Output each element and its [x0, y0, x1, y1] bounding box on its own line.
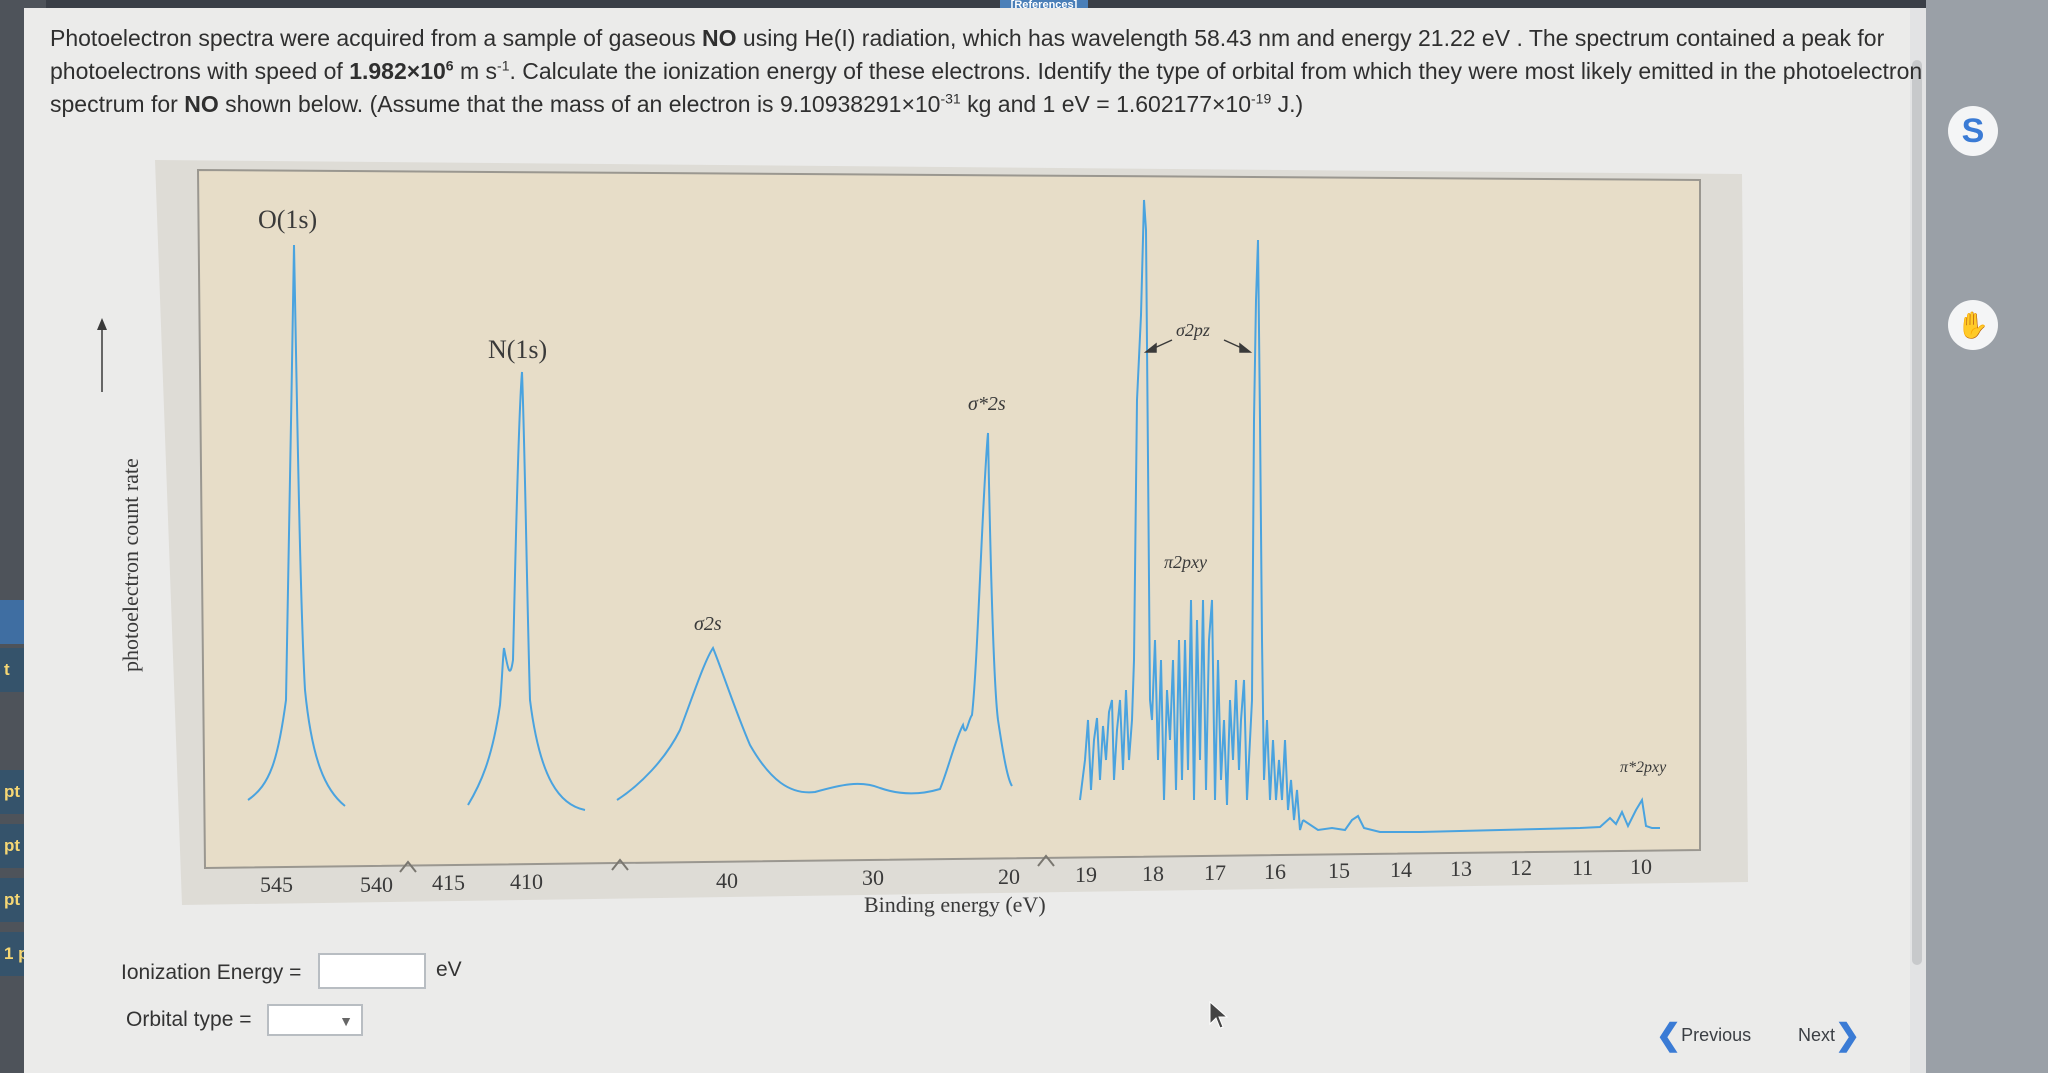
ionization-energy-unit: eV: [436, 958, 462, 981]
chevron-left-icon: ❮: [1656, 1019, 1682, 1052]
previous-label: Previous: [1681, 1025, 1752, 1045]
tick-label: 415: [432, 870, 465, 895]
peak-label-sigma2pz: σ2pz: [1176, 320, 1210, 340]
question-text: Photoelectron spectra were acquired from…: [50, 25, 1923, 117]
sigma2pz-arrows: [1143, 339, 1253, 353]
mouse-cursor-icon: [1209, 1000, 1229, 1029]
previous-button[interactable]: ❮Previous: [1656, 1018, 1751, 1053]
orbital-type-dropdown[interactable]: ▼: [267, 1004, 363, 1036]
scrollbar-thumb[interactable]: [1912, 60, 1922, 965]
tick-label: 12: [1510, 855, 1532, 880]
tick-label: 17: [1204, 860, 1226, 885]
tick-label: 15: [1328, 858, 1350, 883]
peak-label-n1s: N(1s): [488, 335, 547, 364]
axis-ticks: 545 540 415 410 40 30 20 19 18 17 16 15 …: [260, 854, 1652, 897]
ionization-energy-label: Ionization Energy =: [121, 961, 302, 984]
right-panel: S ✋: [1926, 0, 2048, 1073]
tick-label: 20: [998, 864, 1020, 889]
peak-label-o1s: O(1s): [258, 205, 317, 234]
axis-breaks: [399, 854, 1055, 873]
tick-label: 16: [1264, 859, 1286, 884]
tick-label: 410: [510, 869, 543, 894]
sidebar-item-label: pt: [4, 836, 21, 855]
ionization-energy-input[interactable]: [318, 953, 426, 989]
next-button[interactable]: Next❯: [1798, 1018, 1860, 1053]
tick-label: 13: [1450, 856, 1472, 881]
tick-label: 14: [1390, 857, 1412, 882]
tick-label: 540: [360, 872, 393, 897]
tick-label: 30: [862, 865, 884, 890]
references-tab[interactable]: [References]: [1000, 0, 1088, 10]
peak-label-sigma-star-2s: σ*2s: [968, 393, 1006, 415]
x-axis-label: Binding energy (eV): [864, 892, 1046, 917]
y-axis-label: photoelectron count rate: [118, 458, 143, 672]
peak-label-pi-star-2pxy: π*2pxy: [1620, 759, 1667, 776]
orbital-type-label: Orbital type =: [126, 1008, 252, 1031]
y-axis-arrowhead: [97, 318, 107, 330]
logo-icon[interactable]: S: [1948, 106, 1998, 156]
chevron-down-icon: ▼: [339, 1013, 353, 1029]
sidebar-item-label: t: [4, 660, 10, 679]
tick-label: 10: [1630, 854, 1652, 879]
tick-label: 18: [1142, 861, 1164, 886]
spectrum-trace: [247, 199, 1660, 833]
tick-label: 40: [716, 868, 738, 893]
peak-label-sigma2s: σ2s: [694, 613, 722, 635]
next-label: Next: [1798, 1025, 1836, 1045]
tick-label: 545: [260, 872, 293, 897]
sidebar-item-label: pt: [4, 890, 21, 909]
peak-label-pi2pxy: π2pxy: [1164, 552, 1207, 572]
plot-area: [196, 168, 1701, 870]
peak-labels: O(1s) N(1s) σ2s σ*2s σ2pz π2pxy π*2pxy: [258, 205, 1667, 776]
tick-label: 11: [1572, 855, 1593, 880]
hint-icon[interactable]: ✋: [1948, 300, 1998, 350]
tick-label: 19: [1075, 862, 1097, 887]
chevron-right-icon: ❯: [1835, 1019, 1861, 1052]
sidebar-item-label: pt: [4, 782, 21, 801]
